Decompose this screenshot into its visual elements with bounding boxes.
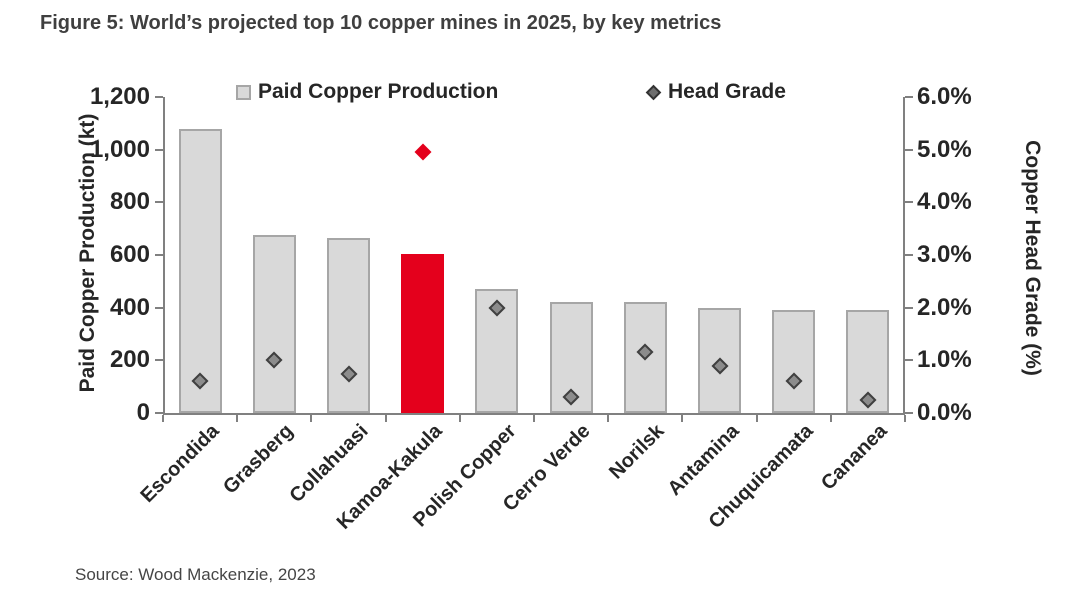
left-axis-line <box>163 97 165 415</box>
legend-label-production: Paid Copper Production <box>258 80 499 103</box>
category-label-grasberg: Grasberg <box>219 420 298 499</box>
x-axis-tick-mark <box>458 415 461 422</box>
category-label-escondida: Escondida <box>136 420 224 508</box>
left-axis-tick-mark <box>155 306 163 309</box>
legend-item-head-grade: Head Grade <box>645 80 786 104</box>
left-axis-tick-mark <box>155 412 163 414</box>
left-axis-tick-label: 1,000 <box>89 135 150 163</box>
source-note: Source: Wood Mackenzie, 2023 <box>75 565 316 584</box>
x-axis-tick-mark <box>607 415 610 422</box>
x-axis-tick-mark <box>162 415 164 422</box>
left-axis-tick-label: 1,200 <box>89 83 150 110</box>
x-axis-tick-mark <box>236 415 239 422</box>
left-axis-tick-mark <box>155 96 163 98</box>
left-axis-tick-label: 400 <box>109 293 150 321</box>
legend-item-paid-copper-production: Paid Copper Production <box>236 80 498 104</box>
right-axis-line <box>903 97 905 415</box>
right-axis-tick-mark <box>905 148 913 151</box>
left-axis-tick-mark <box>155 201 163 204</box>
bottom-axis-line <box>163 413 905 415</box>
right-axis-tick-label: 4.0% <box>917 188 972 216</box>
right-axis-tick-mark <box>905 306 913 309</box>
x-axis-tick-mark <box>533 415 535 422</box>
diamond-swatch-icon <box>645 84 662 100</box>
x-axis-tick-mark <box>384 415 387 422</box>
right-axis-tick-label: 0.0% <box>917 399 972 426</box>
category-label-norilsk: Norilsk <box>605 420 669 484</box>
right-axis-tick-label: 6.0% <box>917 83 972 110</box>
left-axis-tick-label: 200 <box>109 346 150 374</box>
x-axis-tick-mark <box>310 415 313 422</box>
right-axis-tick-mark <box>905 359 913 362</box>
head-grade-marker-kamoa-kakula <box>414 143 432 161</box>
right-axis-tick-mark <box>905 254 913 256</box>
category-label-cananea: Cananea <box>816 420 892 495</box>
right-axis-tick-label: 5.0% <box>917 135 972 163</box>
left-axis-tick-mark <box>155 254 163 256</box>
left-axis-tick-label: 0 <box>136 399 150 426</box>
left-axis-tick-label: 600 <box>109 241 150 268</box>
category-label-chuquicamata: Chuquicamata <box>704 420 818 534</box>
right-axis-tick-mark <box>905 412 913 414</box>
production-bar-escondida <box>178 128 222 413</box>
production-bar-collahuasi <box>327 237 370 413</box>
category-label-polish-copper: Polish Copper <box>409 420 521 532</box>
category-label-antamina: Antamina <box>663 420 744 500</box>
left-axis-tick-label: 800 <box>109 188 150 216</box>
left-axis-tick-mark <box>155 359 163 362</box>
right-axis-tick-label: 2.0% <box>917 293 972 321</box>
category-label-cerro-verde: Cerro Verde <box>498 420 595 516</box>
x-axis-tick-mark <box>829 415 832 422</box>
right-axis-tick-mark <box>905 96 913 98</box>
bar-swatch-icon <box>236 84 251 100</box>
x-axis-tick-mark <box>904 415 906 422</box>
right-axis-title: Copper Head Grade (%) <box>1021 140 1044 376</box>
production-bar-grasberg <box>252 235 296 413</box>
legend-label-head-grade: Head Grade <box>668 80 786 103</box>
chart-title: Figure 5: World’s projected top 10 coppe… <box>40 12 722 34</box>
production-bar-kamoa-kakula <box>401 253 445 413</box>
category-label-collahuasi: Collahuasi <box>284 420 373 508</box>
x-axis-tick-mark <box>681 415 684 422</box>
category-label-kamoa-kakula: Kamoa-Kakula <box>332 420 447 534</box>
right-axis-tick-label: 3.0% <box>917 241 972 268</box>
left-axis-tick-mark <box>155 148 163 151</box>
production-bar-chuquicamata <box>772 310 816 413</box>
right-axis-tick-mark <box>905 201 913 204</box>
x-axis-tick-mark <box>755 415 758 422</box>
right-axis-tick-label: 1.0% <box>917 346 972 374</box>
